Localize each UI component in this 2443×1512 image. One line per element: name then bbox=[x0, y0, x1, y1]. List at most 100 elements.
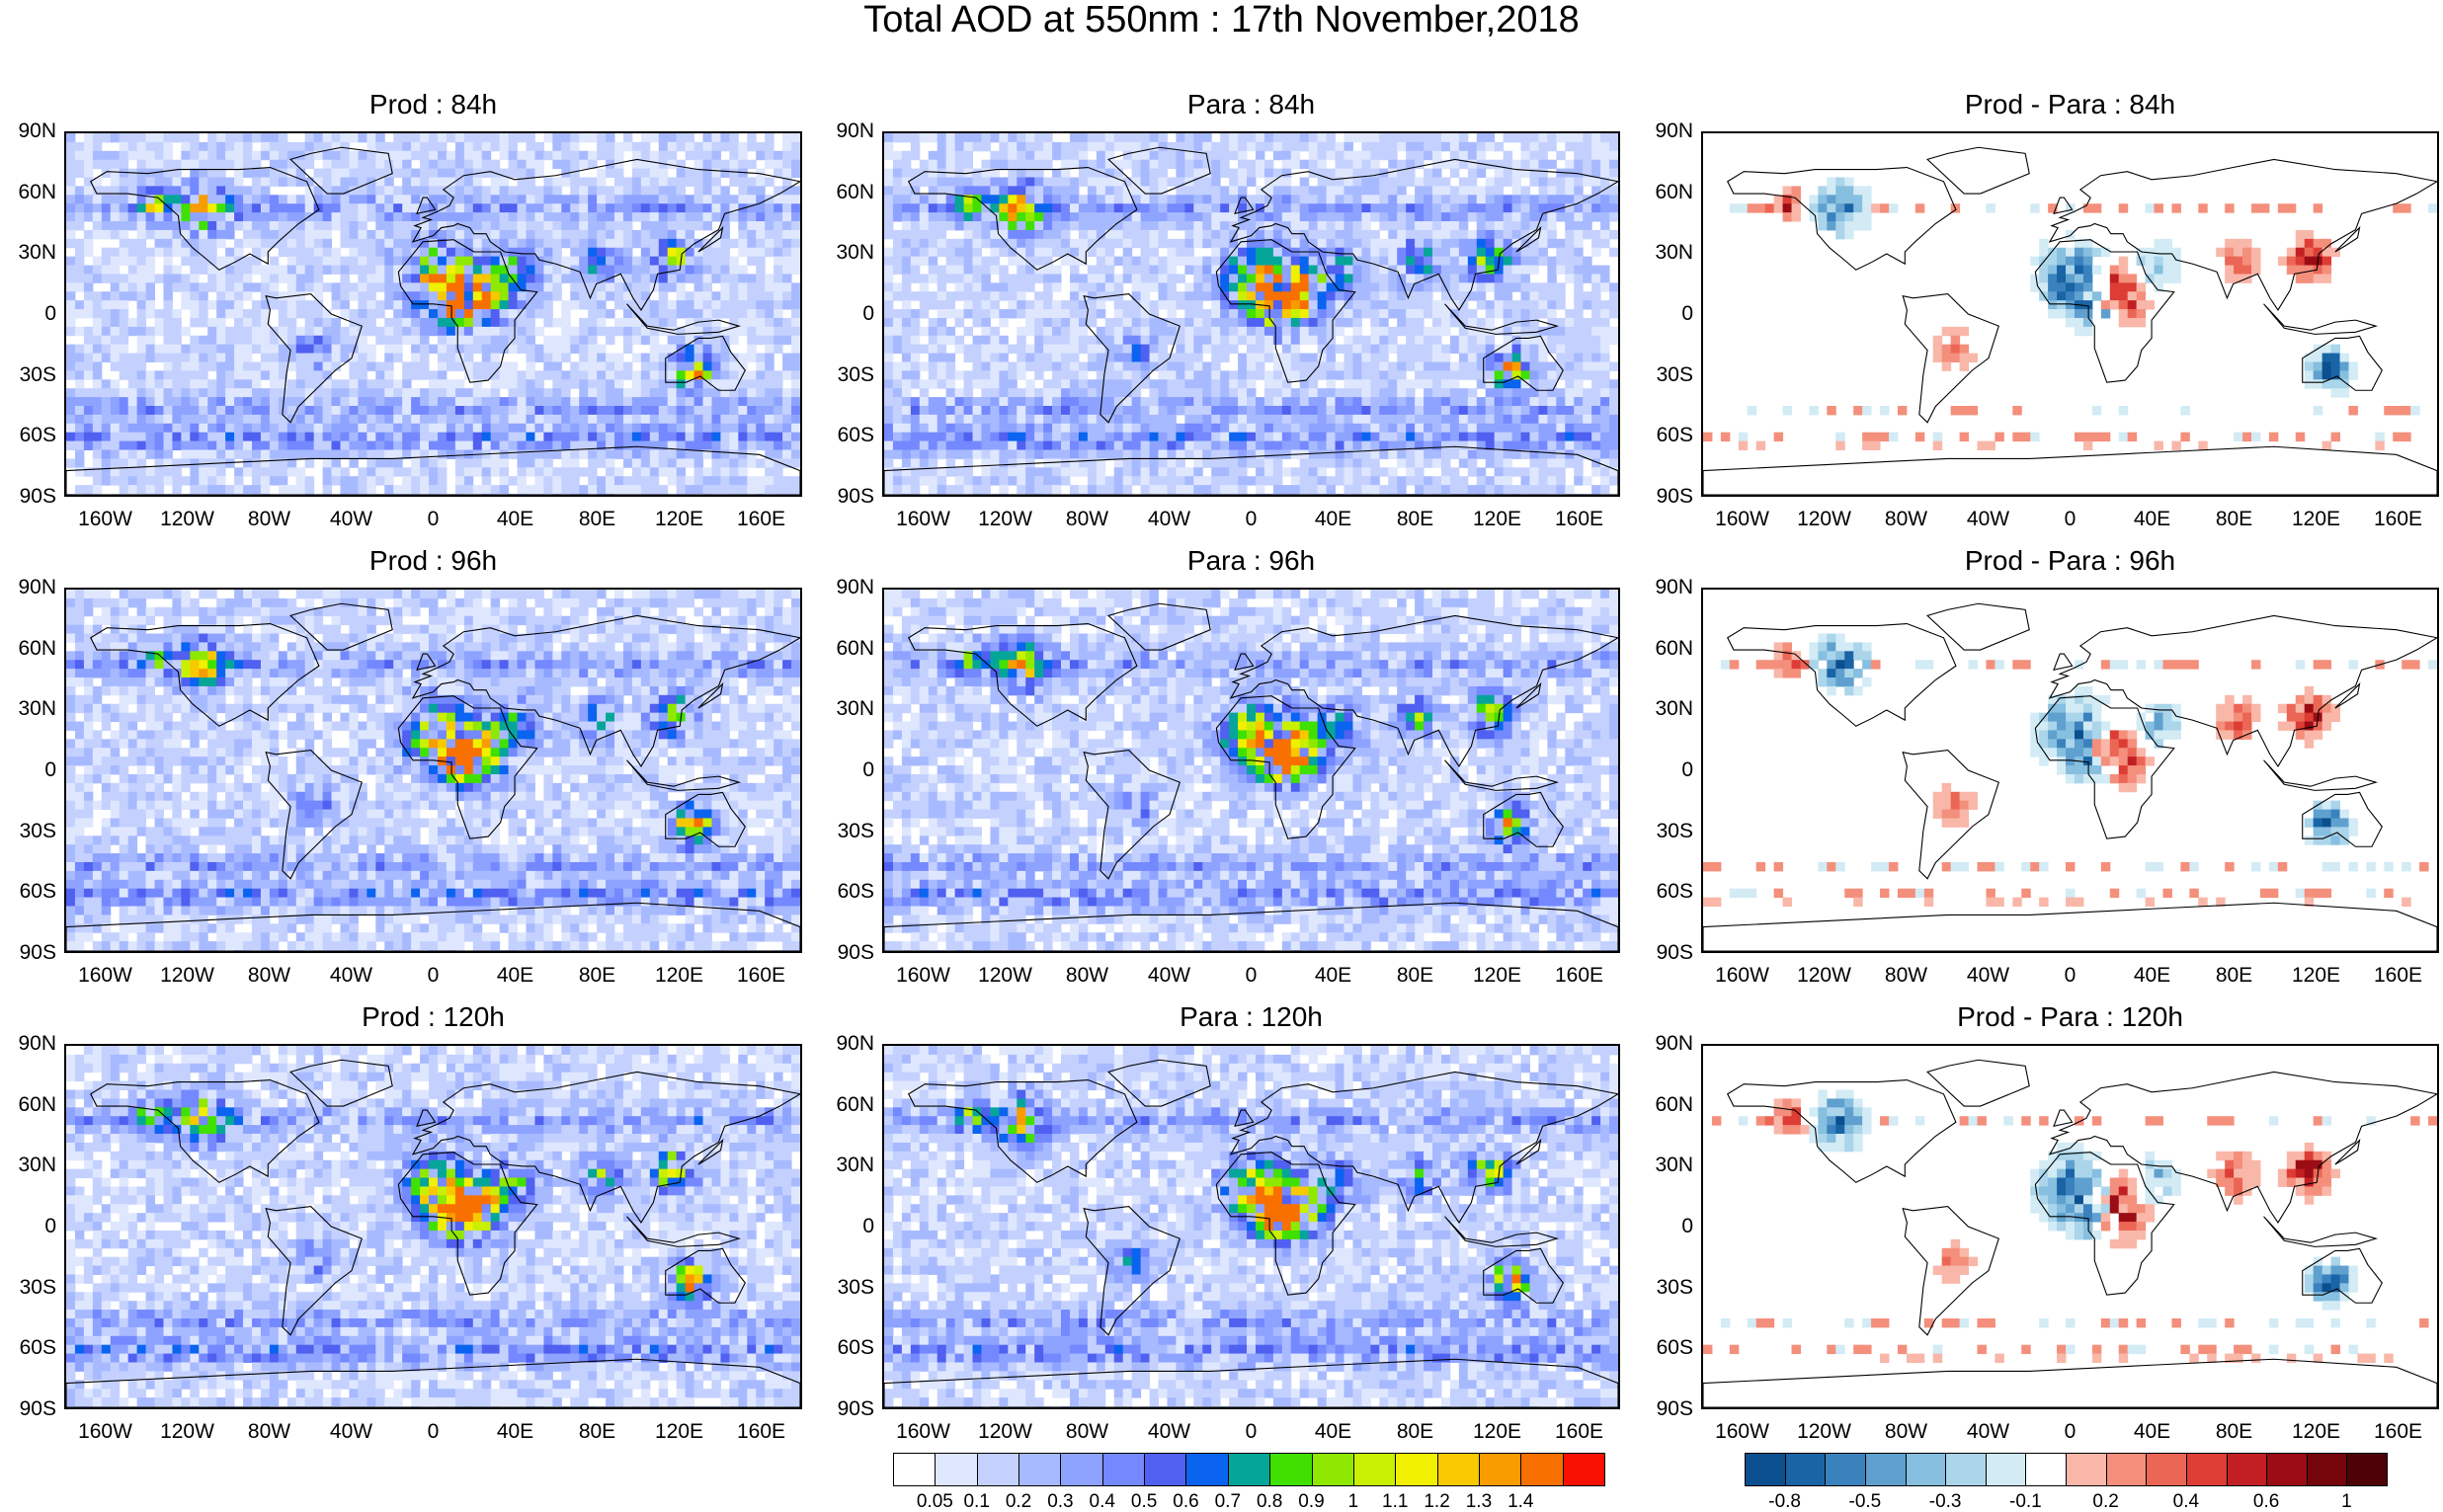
lon-tick-label: 120E bbox=[2282, 509, 2351, 530]
lat-tick-label: 30N bbox=[1638, 1154, 1693, 1176]
lon-tick-label: 80W bbox=[1872, 965, 1941, 987]
colorbar-swatch bbox=[2226, 1453, 2268, 1486]
lat-tick-label: 90N bbox=[819, 120, 874, 142]
lat-tick-label: 90N bbox=[1, 1033, 56, 1055]
coastlines bbox=[884, 602, 1618, 951]
lon-tick-label: 120W bbox=[153, 965, 222, 987]
lat-tick-label: 60N bbox=[1, 181, 56, 203]
panel-title: Prod : 84h bbox=[64, 90, 802, 119]
lat-tick-label: 60S bbox=[1, 1337, 56, 1359]
colorbar-label: -0.1 bbox=[2000, 1492, 2050, 1512]
colorbar-label: 0.6 bbox=[2241, 1492, 2291, 1512]
lon-tick-label: 0 bbox=[399, 1421, 468, 1443]
colorbar-label: 0.1 bbox=[952, 1492, 1002, 1512]
map-panel bbox=[64, 1044, 802, 1409]
map-panel bbox=[882, 588, 1620, 953]
lon-tick-label: 120E bbox=[1463, 965, 1532, 987]
aod-field bbox=[884, 590, 1618, 951]
lon-tick-label: 40E bbox=[1299, 509, 1368, 530]
lat-tick-label: 30N bbox=[1, 1154, 56, 1176]
aod-field bbox=[66, 133, 800, 495]
colorbar-swatch bbox=[2105, 1453, 2148, 1486]
lon-tick-label: 160E bbox=[727, 1421, 796, 1443]
colorbar-swatch bbox=[1905, 1453, 1947, 1486]
lat-tick-label: 90N bbox=[819, 577, 874, 598]
coastlines bbox=[1703, 146, 2437, 495]
colorbar-label: 0.05 bbox=[910, 1492, 959, 1512]
lat-tick-label: 60N bbox=[1638, 181, 1693, 203]
difference-field bbox=[1703, 177, 2437, 450]
lat-tick-label: 0 bbox=[819, 759, 874, 781]
lon-tick-label: 40E bbox=[1299, 965, 1368, 987]
lat-tick-label: 90S bbox=[819, 1398, 874, 1420]
lat-tick-label: 90S bbox=[1638, 486, 1693, 508]
lat-tick-label: 60S bbox=[1638, 425, 1693, 446]
lat-tick-label: 60S bbox=[1638, 1337, 1693, 1359]
colorbar-label: -0.5 bbox=[1840, 1492, 1890, 1512]
lat-tick-label: 90N bbox=[1638, 120, 1693, 142]
colorbar-swatch bbox=[1784, 1453, 1827, 1486]
colorbar-swatch bbox=[1825, 1453, 1866, 1486]
lat-tick-label: 90N bbox=[1, 120, 56, 142]
lon-tick-label: 160W bbox=[889, 509, 958, 530]
lon-tick-label: 40W bbox=[317, 1421, 386, 1443]
lon-tick-label: 80E bbox=[563, 965, 632, 987]
lat-tick-label: 0 bbox=[1, 759, 56, 781]
panel-title: Para : 96h bbox=[882, 546, 1620, 576]
lon-tick-label: 120E bbox=[2282, 965, 2351, 987]
lon-tick-label: 80W bbox=[235, 509, 304, 530]
colorbar-swatch bbox=[2066, 1453, 2107, 1486]
lon-tick-label: 120W bbox=[1790, 965, 1859, 987]
colorbar-swatch bbox=[2266, 1453, 2308, 1486]
lon-tick-label: 120E bbox=[1463, 1421, 1532, 1443]
lat-tick-label: 60N bbox=[1638, 1093, 1693, 1116]
lon-tick-label: 80E bbox=[2200, 1421, 2269, 1443]
colorbar-label: -0.8 bbox=[1760, 1492, 1810, 1512]
lat-tick-label: 30N bbox=[1, 698, 56, 720]
lon-tick-label: 120W bbox=[153, 1421, 222, 1443]
map-panel bbox=[1701, 588, 2439, 953]
lat-tick-label: 30N bbox=[819, 242, 874, 264]
lon-tick-label: 160E bbox=[1545, 1421, 1614, 1443]
colorbar-label: 1 bbox=[2321, 1492, 2371, 1512]
difference-field bbox=[1703, 633, 2437, 907]
lat-tick-label: 90S bbox=[1638, 1398, 1693, 1420]
lon-tick-label: 80W bbox=[1053, 1421, 1122, 1443]
lon-tick-label: 160E bbox=[2364, 965, 2433, 987]
colorbar-label: 0.3 bbox=[1035, 1492, 1085, 1512]
lat-tick-label: 90S bbox=[1, 1398, 56, 1420]
panel-title: Prod : 120h bbox=[64, 1002, 802, 1032]
lon-tick-label: 80E bbox=[1381, 1421, 1450, 1443]
map-panel bbox=[64, 588, 802, 953]
colorbar-label: 0.9 bbox=[1287, 1492, 1337, 1512]
lat-tick-label: 60S bbox=[1638, 881, 1693, 903]
lon-tick-label: 80W bbox=[1053, 965, 1122, 987]
colorbar-swatch bbox=[1227, 1453, 1271, 1486]
colorbar-swatch bbox=[2025, 1453, 2067, 1486]
lat-tick-label: 60S bbox=[1, 425, 56, 446]
lat-tick-label: 90S bbox=[1638, 942, 1693, 964]
lon-tick-label: 80W bbox=[1053, 509, 1122, 530]
colorbar-swatch bbox=[1185, 1453, 1229, 1486]
lon-tick-label: 160W bbox=[889, 965, 958, 987]
lat-tick-label: 30S bbox=[819, 363, 874, 386]
lat-tick-label: 90S bbox=[819, 942, 874, 964]
lat-tick-label: 0 bbox=[1638, 303, 1693, 325]
coastlines bbox=[1703, 602, 2437, 951]
lon-tick-label: 80W bbox=[1872, 509, 1941, 530]
colorbar-label: 0.4 bbox=[2161, 1492, 2211, 1512]
lat-tick-label: 30S bbox=[1, 363, 56, 386]
map-panel bbox=[64, 131, 802, 497]
colorbar-label: 0.8 bbox=[1245, 1492, 1294, 1512]
coastlines bbox=[66, 602, 800, 951]
lat-tick-label: 60S bbox=[819, 881, 874, 903]
lon-tick-label: 160W bbox=[71, 1421, 140, 1443]
colorbar-swatch bbox=[1269, 1453, 1313, 1486]
lat-tick-label: 90N bbox=[1638, 1033, 1693, 1055]
lon-tick-label: 40W bbox=[317, 509, 386, 530]
lat-tick-label: 0 bbox=[1638, 1216, 1693, 1237]
colorbar-swatch bbox=[1520, 1453, 1564, 1486]
colorbar-label: 0.6 bbox=[1161, 1492, 1210, 1512]
lon-tick-label: 160W bbox=[1708, 509, 1777, 530]
colorbar-swatch bbox=[2306, 1453, 2348, 1486]
